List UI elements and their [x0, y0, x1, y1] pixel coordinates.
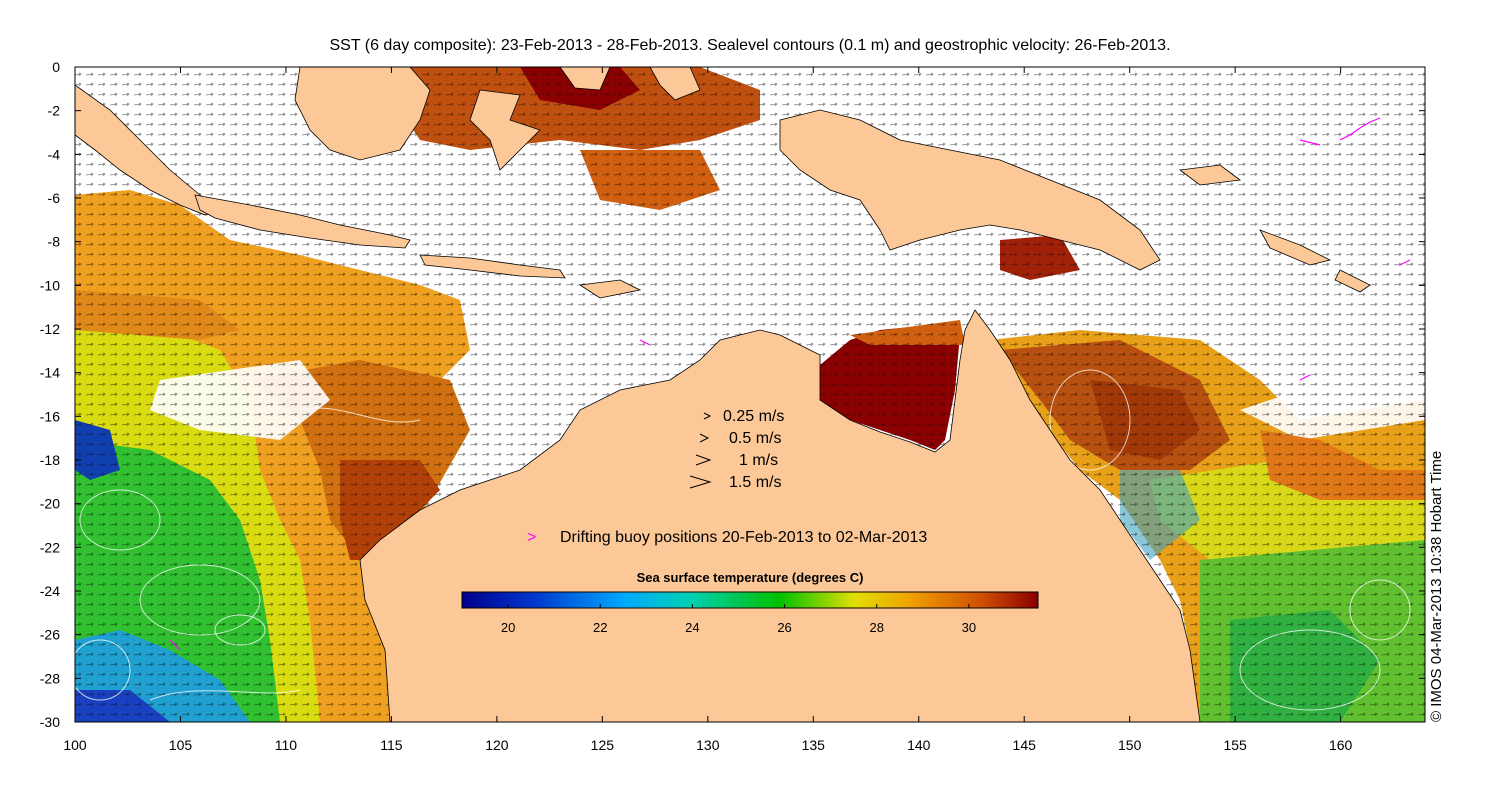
java [194, 194, 411, 249]
y-tick-label: -28 [40, 670, 60, 686]
y-tick-label: -26 [40, 627, 60, 643]
colorbar-title: Sea surface temperature (degrees C) [637, 570, 864, 585]
sst-colorbar: Sea surface temperature (degrees C) 20 22… [461, 570, 1039, 635]
y-tick-label: -30 [40, 714, 60, 730]
buoy-symbol: > [527, 529, 536, 546]
y-tick-label: -14 [40, 365, 60, 381]
arrow-0-25-icon [703, 412, 712, 420]
x-tick-label: 120 [485, 737, 509, 753]
y-tick-label: -8 [48, 234, 61, 250]
y-tick-label: -12 [40, 321, 60, 337]
x-tick-label: 150 [1118, 737, 1142, 753]
velocity-legend-item: 0.25 m/s [723, 408, 784, 425]
sumatra [75, 84, 216, 216]
x-tick-label: 160 [1329, 737, 1353, 753]
x-tick-label: 115 [380, 737, 403, 753]
colorbar-tick-label: 30 [962, 620, 976, 635]
velocity-legend: 0.25 m/s 0.5 m/s 1 m/s 1.5 m/s [689, 408, 784, 491]
x-tick-label: 155 [1223, 737, 1247, 753]
velocity-legend-item: 0.5 m/s [729, 430, 781, 447]
y-tick-label: -16 [40, 408, 60, 424]
sulawesi [469, 89, 541, 171]
x-tick-label: 145 [1013, 737, 1037, 753]
halmahera [649, 67, 701, 101]
arrow-1-icon [695, 454, 712, 466]
colorbar-tick-label: 22 [593, 620, 607, 635]
y-tick-label: -6 [48, 190, 61, 206]
colorbar-gradient [461, 591, 1039, 609]
velocity-legend-item: 1 m/s [739, 452, 778, 469]
x-tick-label: 110 [275, 737, 298, 753]
x-tick-label: 100 [63, 737, 87, 753]
velocity-legend-item: 1.5 m/s [729, 474, 781, 491]
arrow-1-5-icon [689, 475, 712, 489]
arrow-0-5-icon [699, 433, 710, 443]
y-tick-label: -2 [48, 103, 61, 119]
buoy-legend-label: Drifting buoy positions 20-Feb-2013 to 0… [560, 529, 927, 546]
new-guinea [779, 109, 1161, 271]
y-tick-label: -20 [40, 496, 60, 512]
x-tick-label: 140 [907, 737, 931, 753]
y-tick-label: -18 [40, 452, 60, 468]
timor [578, 279, 642, 299]
lesser-sunda-islands [419, 254, 566, 279]
x-tick-label: 105 [169, 737, 193, 753]
y-tick-label: -4 [48, 146, 61, 162]
x-tick-label: 130 [696, 737, 720, 753]
map-title: SST (6 day composite): 23-Feb-2013 - 28-… [329, 37, 1171, 54]
new-britain [1178, 164, 1242, 186]
colorbar-tick-label: 28 [869, 620, 883, 635]
y-tick-label: -10 [40, 277, 60, 293]
credit-text: © IMOS 04-Mar-2013 10:38 Hobart Time [1428, 450, 1445, 722]
mindanao [559, 67, 611, 91]
y-tick-label: -22 [40, 539, 60, 555]
solomon-islands [1259, 229, 1332, 266]
australia [359, 309, 1201, 722]
plot-frame [74, 66, 1426, 723]
y-tick-label: -24 [40, 583, 60, 599]
y-tick-label: 0 [52, 59, 60, 75]
drifting-buoys [169, 117, 1411, 651]
y-axis: 0 -2 -4 -6 -8 -10 -12 -14 -16 -18 -20 -22 -24 -26 -28 -… [40, 59, 1425, 730]
colorbar-tick-label: 20 [501, 620, 515, 635]
buoy-legend: > Drifting buoy positions 20-Feb-2013 to… [527, 529, 927, 546]
sealevel-contours [75, 369, 1411, 711]
borneo [294, 67, 431, 161]
x-axis: 100 105 110 115 120 125 130 135 140 145 150 155 160 [63, 67, 1353, 753]
colorbar-tick-label: 26 [777, 620, 791, 635]
colorbar-tick-label: 24 [685, 620, 699, 635]
x-tick-label: 125 [591, 737, 615, 753]
land [75, 67, 1371, 722]
x-tick-label: 135 [802, 737, 826, 753]
